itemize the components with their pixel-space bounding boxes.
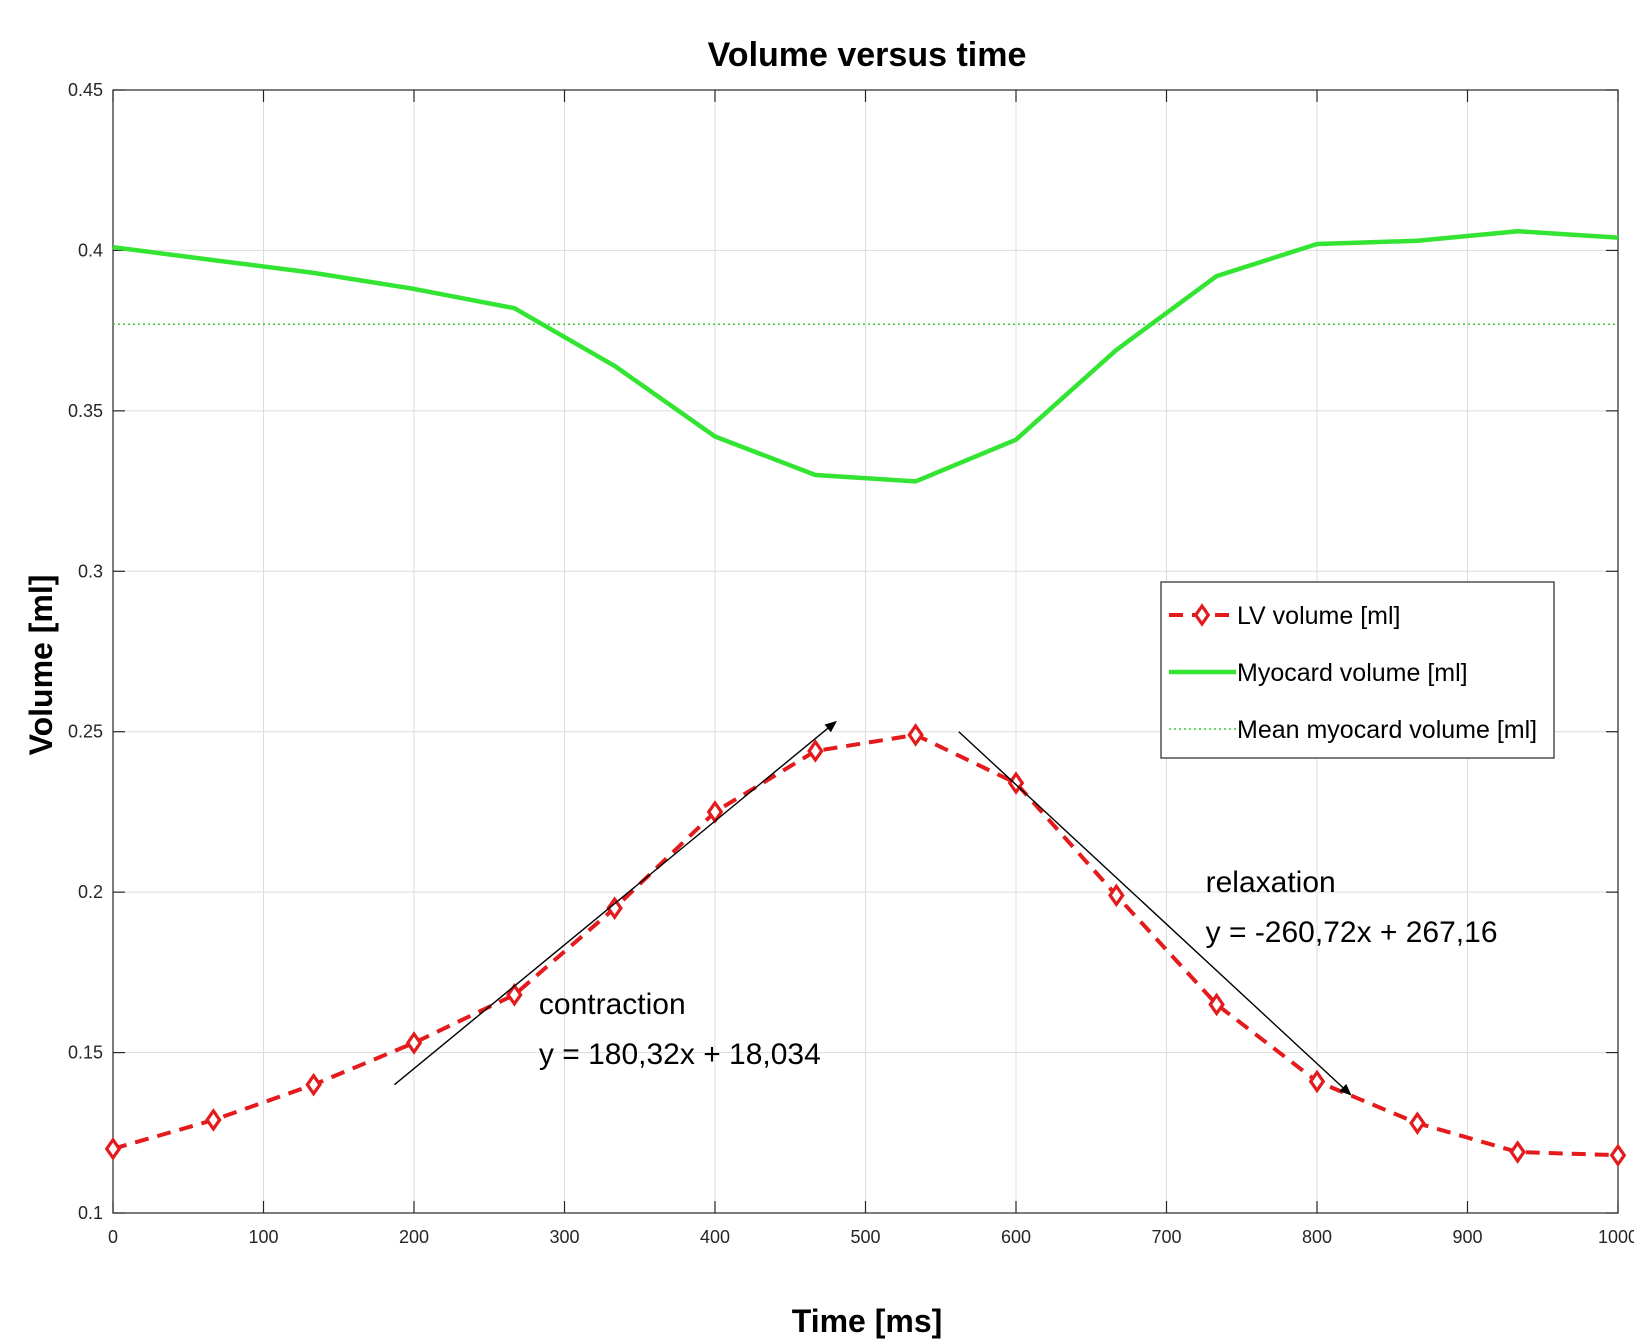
legend-label: LV volume [ml]	[1237, 602, 1400, 630]
lv-volume-point	[907, 723, 924, 747]
lv-volume-point	[606, 896, 623, 920]
lv-volume-point	[506, 983, 523, 1007]
ticks: 0 100 200 300 400 500 600 700 800 900 1000 0.1 0.15 0…	[68, 80, 1634, 1247]
lv-volume-point	[305, 1072, 322, 1097]
legend-label: Mean myocard volume [ml]	[1237, 716, 1537, 744]
y-tick-label: 0.1	[78, 1203, 103, 1223]
x-tick-label: 700	[1151, 1227, 1181, 1247]
y-tick-label: 0.15	[68, 1043, 103, 1063]
lv-volume-point	[205, 1108, 222, 1132]
x-tick-label: 400	[700, 1227, 730, 1247]
x-tick-label: 1000	[1598, 1227, 1634, 1247]
x-tick-label: 200	[399, 1227, 429, 1247]
series-layer	[104, 228, 1627, 1168]
lv-volume-point	[405, 1031, 423, 1055]
trend-arrow	[958, 731, 1352, 1096]
series-line-0	[112, 732, 1619, 1158]
annotation-text: relaxation	[1206, 866, 1336, 899]
x-tick-label: 300	[549, 1227, 579, 1247]
x-tick-label: 800	[1302, 1227, 1332, 1247]
arrows	[393, 720, 1352, 1096]
annotation-text: y = 180,32x + 18,034	[539, 1038, 821, 1071]
lv-volume-point	[1509, 1140, 1526, 1164]
lv-volume-point	[1308, 1069, 1326, 1094]
lv-volume-point	[104, 1137, 122, 1161]
annotations: contraction y = 180,32x + 18,034 relaxatio…	[539, 866, 1498, 1071]
lv-volume-point	[1108, 883, 1125, 908]
grid	[113, 90, 1618, 1213]
x-tick-label: 0	[108, 1227, 118, 1247]
x-tick-label: 500	[850, 1227, 880, 1247]
lv-volume-point	[1609, 1143, 1627, 1168]
y-axis-label: Volume [ml]	[23, 575, 59, 756]
series-line-1	[112, 228, 1619, 484]
x-tick-label: 100	[248, 1227, 278, 1247]
legend: LV volume [ml] Myocard volume [ml] Mean my…	[1160, 581, 1555, 759]
annotation-text: contraction	[539, 988, 686, 1021]
lv-volume-point	[1409, 1111, 1426, 1135]
y-tick-label: 0.35	[68, 401, 103, 421]
lv-volume-point	[1193, 603, 1211, 627]
y-tick-label: 0.4	[78, 240, 103, 260]
y-tick-label: 0.3	[78, 561, 103, 581]
lv-volume-point	[1208, 992, 1225, 1017]
x-tick-label: 900	[1452, 1227, 1482, 1247]
lv-volume-point	[807, 739, 824, 763]
legend-label: Myocard volume [ml]	[1237, 659, 1468, 687]
y-tick-label: 0.45	[68, 80, 103, 100]
y-tick-label: 0.25	[68, 722, 103, 742]
annotation-text: y = -260,72x + 267,16	[1206, 916, 1498, 949]
chart-title: Volume versus time	[708, 36, 1027, 74]
y-tick-label: 0.2	[78, 882, 103, 902]
x-axis-label: Time [ms]	[792, 1303, 943, 1339]
trend-arrow	[393, 720, 837, 1086]
x-tick-label: 600	[1001, 1227, 1031, 1247]
